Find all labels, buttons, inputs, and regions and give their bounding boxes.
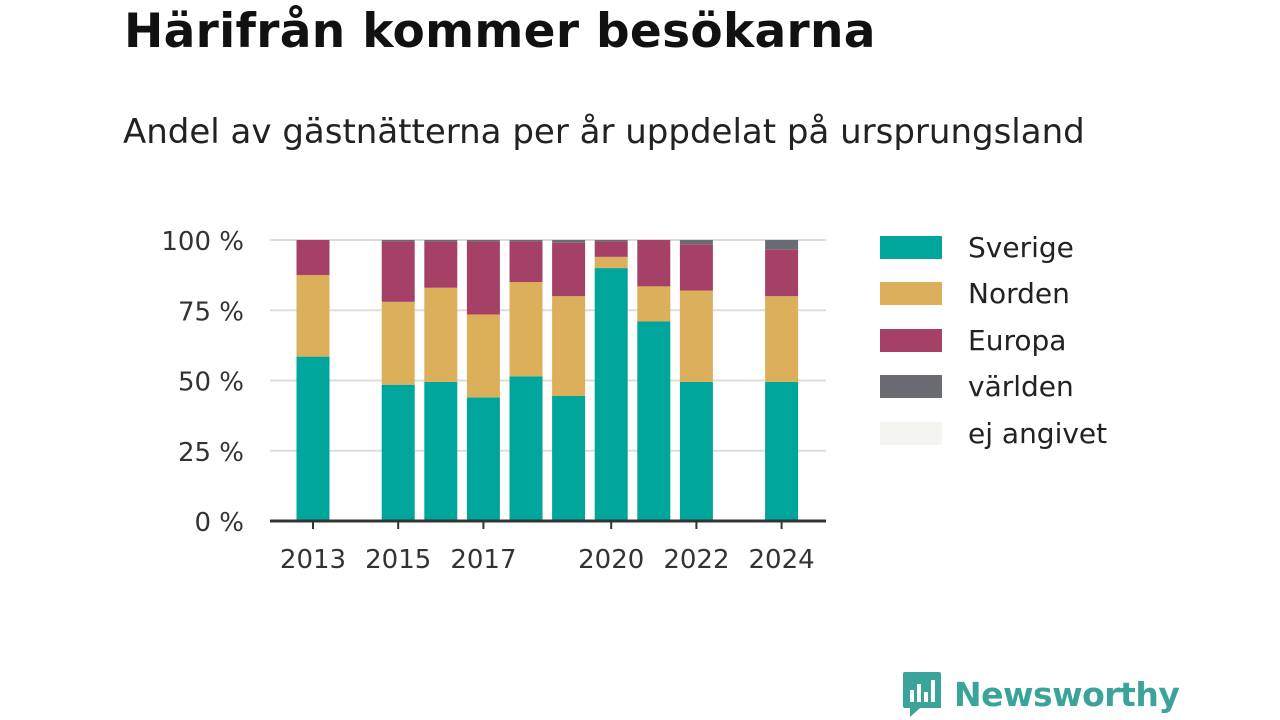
legend-label: Europa [968,323,1067,357]
legend-label: Norden [968,277,1070,311]
brand-name: Newsworthy [954,674,1180,714]
bar-segment [466,314,500,398]
bar-segment [424,381,458,521]
bar-segment [509,240,543,242]
legend-label: Sverige [968,230,1074,264]
bar-segment [509,241,543,283]
bar-segment [637,286,671,322]
y-tick-label: 75 % [178,297,244,327]
bar-segment [594,241,628,257]
bar-segment [466,397,500,521]
bar-segment [509,282,543,377]
legend-label: ej angivet [968,416,1108,450]
bar-segment [679,290,713,382]
legend-swatch [880,375,942,399]
bar-segment [552,296,586,396]
bar-segment [765,296,799,382]
y-tick-label: 50 % [178,368,244,398]
bar-segment [424,240,458,242]
bar-segment [594,256,628,269]
bar-segment [381,384,415,521]
newsworthy-logo-icon [903,672,941,717]
x-tick-label: 2024 [749,545,815,575]
legend-item: ej angivet [880,410,1107,457]
y-tick-label: 0 % [194,508,244,538]
x-tick-label: 2020 [578,545,644,575]
bar-segment [466,241,500,315]
bar-segment [424,287,458,382]
chart-subtitle: Andel av gästnätterna per år uppdelat på… [123,112,1085,152]
bar-segment [637,321,671,521]
bar-segment [381,240,415,242]
legend-item: Norden [880,271,1107,318]
legend-swatch [880,328,942,352]
bar-segment [509,376,543,521]
legend-item: Sverige [880,224,1107,271]
bar-segment [765,381,799,521]
bar-segment [594,268,628,521]
brand-logo: Newsworthy [902,670,1180,718]
x-tick-label: 2022 [663,545,729,575]
x-tick-label: 2015 [365,545,431,575]
bar-segment [679,244,713,291]
chart-legend: Sverige Norden Europa världen ej angivet [880,224,1107,457]
bar-segment [765,240,799,250]
legend-swatch [880,235,942,259]
bar-segment [466,240,500,242]
bar-segment [765,249,799,297]
chart-title: Härifrån kommer besökarna [124,4,876,59]
bar-segment [552,395,586,521]
bar-segment [679,240,713,245]
y-tick-label: 25 % [178,438,244,468]
y-tick-label: 100 % [161,227,244,257]
bar-segment [594,240,628,242]
bar-segment [552,240,586,243]
bar-segment [296,356,330,521]
legend-item: Europa [880,317,1107,364]
legend-item: världen [880,364,1107,411]
legend-swatch [880,282,942,306]
bar-segment [424,241,458,288]
bar-segment [296,275,330,357]
x-tick-label: 2013 [280,545,346,575]
x-tick-label: 2017 [450,545,516,575]
bar-segment [552,242,586,297]
bar-segment [381,241,415,302]
bar-segment [296,240,330,276]
bar-segment [381,301,415,385]
legend-label: världen [968,370,1074,404]
legend-swatch [880,421,942,445]
bar-segment [637,240,671,287]
bar-segment [679,381,713,521]
